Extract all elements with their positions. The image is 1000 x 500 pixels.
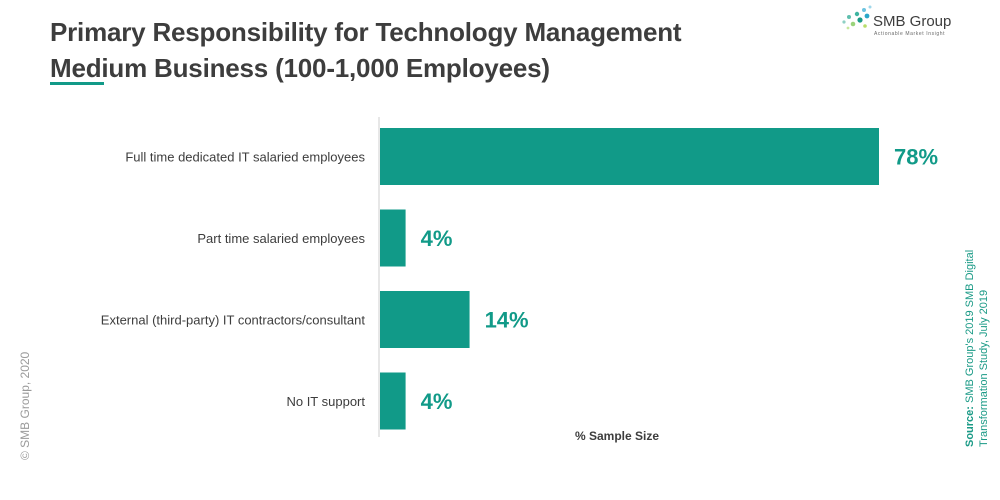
copyright-text: © SMB Group, 2020 [18, 351, 32, 460]
source-label: Source: [964, 406, 976, 447]
chart-title: Primary Responsibility for Technology Ma… [50, 14, 682, 86]
bar [380, 128, 879, 185]
bar [380, 209, 406, 267]
title-line-2: Medium Business (100-1,000 Employees) [50, 53, 550, 83]
x-axis-label: % Sample Size [575, 429, 659, 443]
bar [380, 372, 406, 430]
value-label: 4% [421, 226, 453, 251]
title-line-1: Primary Responsibility for Technology Ma… [50, 17, 682, 47]
value-label: 4% [421, 389, 453, 414]
bar [380, 291, 470, 348]
value-label: 78% [894, 145, 938, 170]
category-label: Part time salaried employees [197, 231, 365, 246]
category-label: No IT support [286, 394, 365, 409]
category-label: External (third-party) IT contractors/co… [101, 313, 366, 328]
logo-name: SMB Group [873, 13, 952, 30]
value-label: 14% [485, 308, 529, 333]
source-note: Source: SMB Group's 2019 SMB Digital Tra… [963, 227, 991, 447]
logo-tagline: Actionable Market Insight [874, 31, 946, 37]
title-underline [50, 82, 104, 85]
logo-dots-icon [842, 5, 872, 30]
category-label: Full time dedicated IT salaried employee… [125, 150, 365, 165]
